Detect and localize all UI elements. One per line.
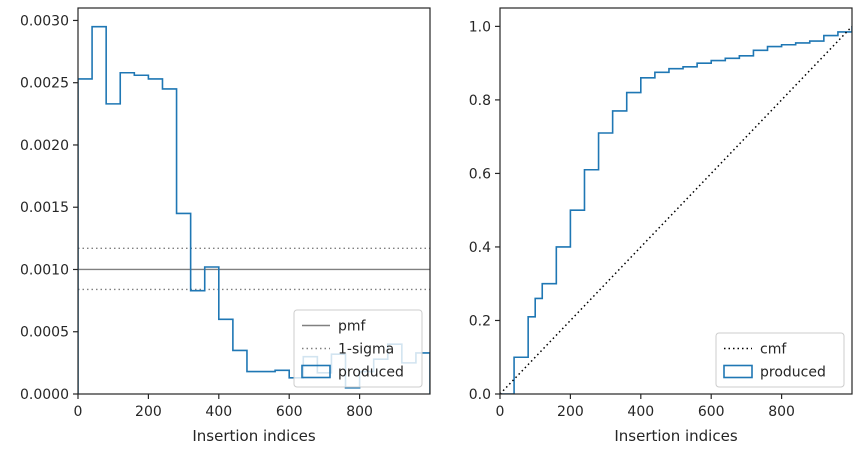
x-tick-label: 0	[496, 404, 505, 420]
cdf-chart: 0 200 400 600 800 0.0 0.2 0.4 0.6 0.8 1.0 Insertion…	[469, 7, 853, 445]
series-cmf	[500, 25, 852, 394]
y-tick-label: 0.8	[469, 93, 491, 109]
y-tick-label: 0.0030	[20, 13, 69, 29]
x-tick-label: 600	[276, 404, 303, 420]
y-tick-label: 0.0005	[20, 325, 69, 341]
legend-box	[715, 332, 845, 388]
legend-swatch	[723, 364, 753, 379]
legend-label: produced	[760, 365, 826, 381]
y-tick-label: 0.0025	[20, 76, 69, 92]
y-tick-label: 0.0015	[20, 200, 69, 216]
legend-label: 1-sigma	[338, 342, 394, 358]
y-tick-label: 0.0000	[20, 387, 69, 403]
y-tick-label: 0.0010	[20, 262, 69, 278]
x-axis-title: Insertion indices	[192, 427, 315, 445]
y-tick-label: 0.4	[469, 240, 491, 256]
legend: cmf produced	[715, 332, 845, 388]
x-tick-label: 600	[698, 404, 725, 420]
y-tick-label: 1.0	[469, 19, 491, 35]
y-tick-label: 0.0	[469, 387, 491, 403]
x-tick-label: 800	[768, 404, 795, 420]
legend-box	[293, 309, 423, 388]
x-tick-label: 200	[135, 404, 162, 420]
plot-area	[500, 25, 852, 394]
x-tick-label: 400	[205, 404, 232, 420]
y-tick-label: 0.0020	[20, 138, 69, 154]
x-axis-title: Insertion indices	[614, 427, 737, 445]
x-tick-label: 800	[346, 404, 373, 420]
legend-label: cmf	[760, 342, 787, 358]
x-tick-label: 400	[627, 404, 654, 420]
axes-frame	[499, 7, 853, 395]
legend-label: produced	[338, 365, 404, 381]
y-tick-label: 0.2	[469, 313, 491, 329]
axes-frame	[77, 7, 431, 395]
x-tick-label: 0	[74, 404, 83, 420]
y-tick-label: 0.6	[469, 166, 491, 182]
series-produced	[500, 26, 852, 394]
x-tick-label: 200	[557, 404, 584, 420]
legend: pmf 1-sigma produced	[293, 309, 423, 388]
legend-swatch	[301, 364, 331, 379]
histogram-chart: 0 200 400 600 800 0.0000 0.0005 0.0010 0.0015 0.0…	[20, 7, 431, 445]
legend-label: pmf	[338, 319, 367, 335]
